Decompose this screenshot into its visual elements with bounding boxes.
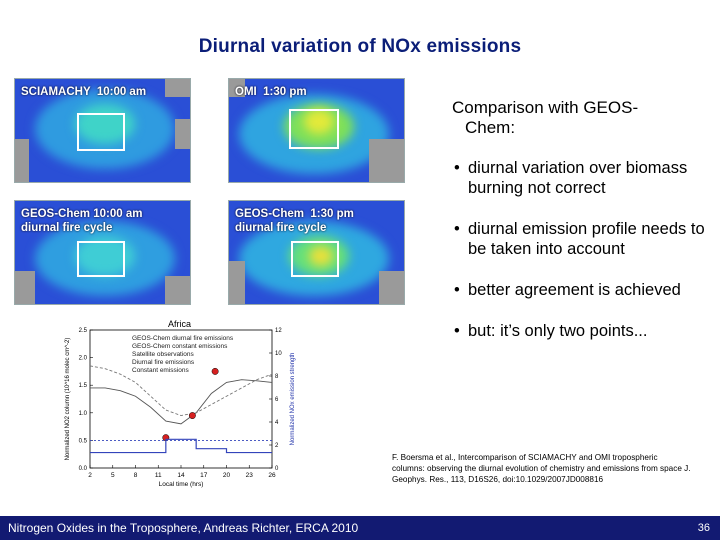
legend-entry: Constant emissions: [132, 367, 189, 374]
y2-tick-label: 8: [275, 374, 279, 380]
x-axis-label: Local time (hrs): [159, 481, 204, 488]
map-sciamachy: SCIAMACHY 10:00 am: [14, 78, 191, 183]
y-axis-label: Normalized NO2 column (10^16 molec cm^-2…: [65, 338, 71, 461]
y2-tick-label: 6: [275, 397, 279, 403]
chart-title: Africa: [168, 319, 192, 329]
x-tick-label: 20: [223, 472, 231, 479]
footer-bar: Nitrogen Oxides in the Troposphere, Andr…: [0, 516, 720, 540]
x-tick-label: 5: [111, 472, 115, 479]
y2-tick-label: 2: [275, 443, 279, 449]
y-tick-label: 0.5: [79, 438, 88, 444]
page-number: 36: [697, 522, 710, 534]
map-label: GEOS-Chem 10:00 am diurnal fire cycle: [21, 208, 143, 234]
comparison-heading: Comparison with GEOS- Chem:: [452, 98, 697, 138]
series-line-1: [89, 365, 273, 417]
map-label: SCIAMACHY 10:00 am: [21, 86, 147, 98]
chart-legend: GEOS-Chem diurnal fire emissions GEOS-Ch…: [132, 335, 233, 375]
y2-tick-label: 10: [275, 351, 282, 357]
y-tick-label: 2.5: [79, 328, 88, 334]
y-tick-label: 1.0: [79, 411, 88, 417]
bullet-item: but: it’s only two points...: [450, 321, 705, 341]
x-tick-label: 8: [134, 472, 138, 479]
slide-title: Diurnal variation of NOx emissions: [198, 36, 522, 57]
map-label: OMI 1:30 pm: [235, 86, 307, 98]
reference-citation: F. Boersma et al., Intercomparison of SC…: [392, 453, 691, 484]
bullet-item: better agreement is achieved: [450, 280, 705, 300]
map-geos-chem-1000: GEOS-Chem 10:00 am diurnal fire cycle: [14, 200, 191, 305]
comparison-line-2: Chem:: [465, 118, 516, 137]
y2-tick-label: 0: [275, 466, 279, 472]
y-tick-label: 1.5: [79, 383, 88, 389]
y2-tick-label: 4: [275, 420, 279, 426]
x-tick-label: 2: [88, 472, 92, 479]
bullet-item: diurnal variation over biomass burning n…: [450, 158, 705, 198]
y-tick-label: 0.0: [79, 466, 88, 472]
x-tick-label: 11: [155, 472, 162, 479]
observation-point: [188, 412, 196, 420]
bullet-list: diurnal variation over biomass burning n…: [450, 158, 705, 362]
map-label: GEOS-Chem 1:30 pm diurnal fire cycle: [235, 208, 354, 234]
legend-entry: Satellite observations: [132, 351, 194, 358]
x-tick-label: 14: [177, 472, 185, 479]
legend-entry: GEOS-Chem constant emissions: [132, 343, 228, 350]
legend-observation-point: [211, 367, 219, 375]
series-line-3: [90, 438, 272, 454]
series-line-0: [90, 379, 273, 425]
y2-tick-label: 12: [275, 328, 282, 334]
legend-entry: GEOS-Chem diurnal fire emissions: [132, 335, 234, 342]
x-tick-label: 17: [200, 472, 208, 479]
x-tick-label: 26: [268, 472, 276, 479]
chart-svg: 0.0 0.5 1.0 1.5 2.0 2.5 0 2 4 6 8 10 12 2 5 8 11 14 17 20 23…: [65, 328, 296, 488]
legend-entry: Diurnal fire emissions: [132, 359, 195, 366]
footer-text: Nitrogen Oxides in the Troposphere, Andr…: [8, 521, 359, 535]
y-tick-label: 2.0: [79, 356, 88, 362]
x-tick-label: 23: [246, 472, 254, 479]
bullet-item: diurnal emission profile needs to be tak…: [450, 219, 705, 259]
map-geos-chem-1330: GEOS-Chem 1:30 pm diurnal fire cycle: [228, 200, 405, 305]
y2-axis-label: Normalized NOx emission strength: [290, 353, 296, 446]
comparison-line-1: Comparison with GEOS-: [452, 98, 639, 117]
diurnal-chart: 0.0 0.5 1.0 1.5 2.0 2.5 0 2 4 6 8 10 12 2 5 8 11 14 17 20 23…: [60, 318, 300, 503]
map-omi: OMI 1:30 pm: [228, 78, 405, 183]
